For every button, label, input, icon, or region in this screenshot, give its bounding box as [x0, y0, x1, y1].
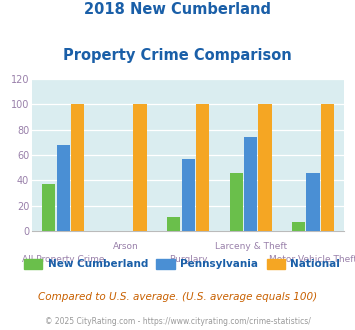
Bar	[196, 105, 209, 231]
Bar	[306, 173, 320, 231]
Bar	[167, 217, 180, 231]
Bar	[230, 173, 243, 231]
Bar	[292, 222, 305, 231]
Bar	[71, 105, 84, 231]
Text: © 2025 CityRating.com - https://www.cityrating.com/crime-statistics/: © 2025 CityRating.com - https://www.city…	[45, 317, 310, 326]
Bar	[181, 159, 195, 231]
Bar	[133, 105, 147, 231]
Text: 2018 New Cumberland: 2018 New Cumberland	[84, 2, 271, 16]
Text: Arson: Arson	[113, 242, 138, 251]
Text: Burglary: Burglary	[169, 255, 207, 264]
Bar	[56, 145, 70, 231]
Bar	[42, 184, 55, 231]
Text: Compared to U.S. average. (U.S. average equals 100): Compared to U.S. average. (U.S. average …	[38, 292, 317, 302]
Bar	[321, 105, 334, 231]
Text: Property Crime Comparison: Property Crime Comparison	[63, 48, 292, 63]
Text: All Property Crime: All Property Crime	[22, 255, 104, 264]
Bar	[258, 105, 272, 231]
Text: Larceny & Theft: Larceny & Theft	[214, 242, 287, 251]
Text: Motor Vehicle Theft: Motor Vehicle Theft	[269, 255, 355, 264]
Bar	[244, 137, 257, 231]
Legend: New Cumberland, Pennsylvania, National: New Cumberland, Pennsylvania, National	[20, 255, 345, 274]
